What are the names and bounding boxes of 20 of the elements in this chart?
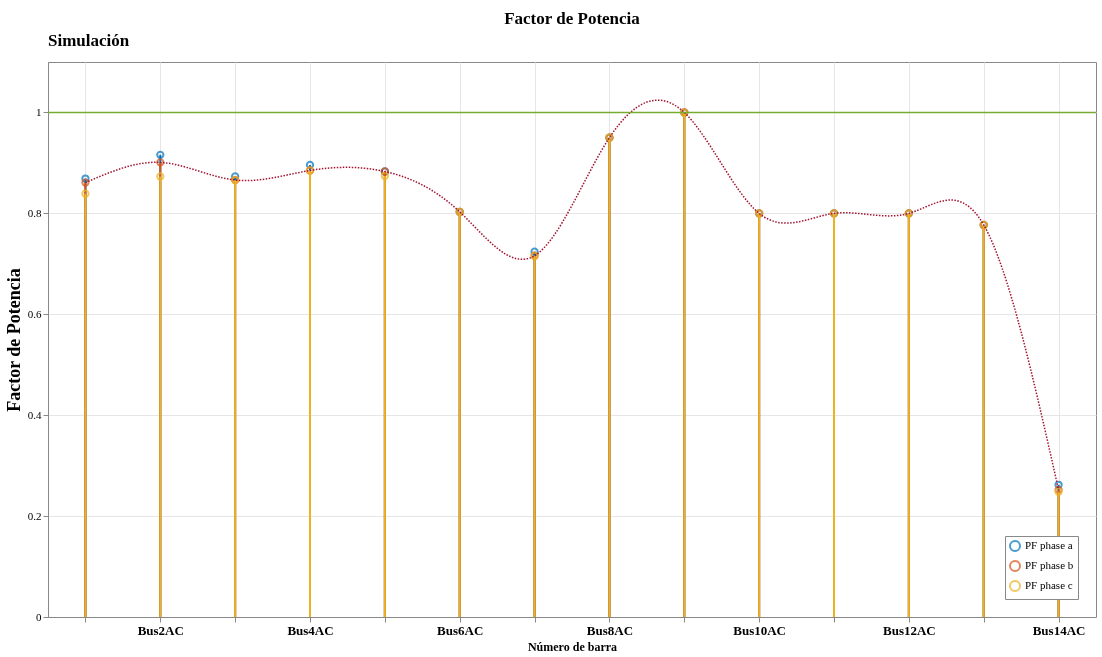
y-tick-label: 0.2 xyxy=(27,509,42,522)
chart-title: Factor de Potencia xyxy=(504,9,641,28)
x-tick-label: Bus8AC xyxy=(586,622,634,638)
x-tick-label: Bus4AC xyxy=(287,622,334,638)
x-tick-label: Bus10AC xyxy=(733,622,787,638)
text: Simulación xyxy=(48,31,130,50)
x-axis-title: Número de barra xyxy=(527,639,618,654)
y-axis-title: Factor de Potencia xyxy=(3,268,24,412)
legend-label: PF phase c xyxy=(1025,579,1073,591)
y-tick-label: 0 xyxy=(36,610,42,623)
y-tick-label: 1 xyxy=(36,105,42,118)
x-tick-label: Bus12AC xyxy=(882,622,936,638)
x-tick-label: Bus2AC xyxy=(137,622,184,638)
y-tick-label: 0.4 xyxy=(27,408,42,421)
x-tick-label: Bus14AC xyxy=(1032,622,1086,638)
legend-label: PF phase b xyxy=(1025,559,1074,571)
y-tick-label: 0.6 xyxy=(27,307,42,320)
legend-label: PF phase a xyxy=(1025,539,1073,551)
x-tick-label: Bus6AC xyxy=(437,622,484,638)
y-tick-label: 0.8 xyxy=(27,206,42,219)
